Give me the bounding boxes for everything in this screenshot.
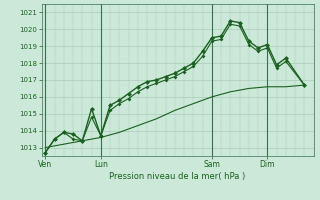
X-axis label: Pression niveau de la mer( hPa ): Pression niveau de la mer( hPa ) <box>109 172 246 181</box>
